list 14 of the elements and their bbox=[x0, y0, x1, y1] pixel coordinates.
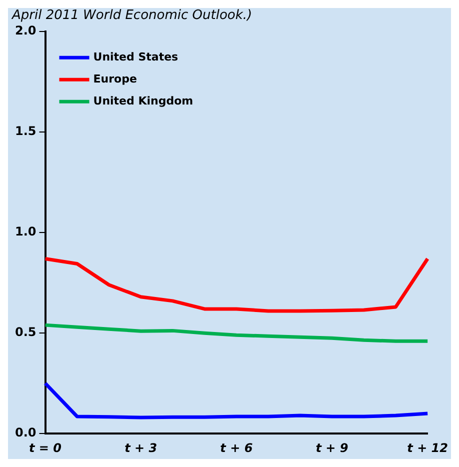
x-tick-label: t + 12 bbox=[407, 440, 448, 455]
x-tick-label: t = 0 bbox=[29, 440, 62, 455]
legend-label: United States bbox=[93, 50, 179, 64]
x-tick-label: t + 3 bbox=[124, 440, 158, 455]
y-tick-label: 0.5 bbox=[14, 325, 36, 340]
x-tick-label: t + 9 bbox=[316, 440, 348, 455]
y-tick-label: 1.5 bbox=[14, 124, 36, 138]
chart-subtitle: April 2011 World Economic Outlook.) bbox=[11, 8, 252, 24]
y-tick-label: 1.0 bbox=[14, 224, 36, 239]
legend-label: Europe bbox=[93, 72, 137, 86]
x-tick-label: t + 6 bbox=[220, 440, 253, 455]
y-tick-label: 0.0 bbox=[14, 426, 36, 440]
y-tick-label: 2.0 bbox=[14, 24, 36, 38]
legend-label: United Kingdom bbox=[93, 94, 194, 108]
